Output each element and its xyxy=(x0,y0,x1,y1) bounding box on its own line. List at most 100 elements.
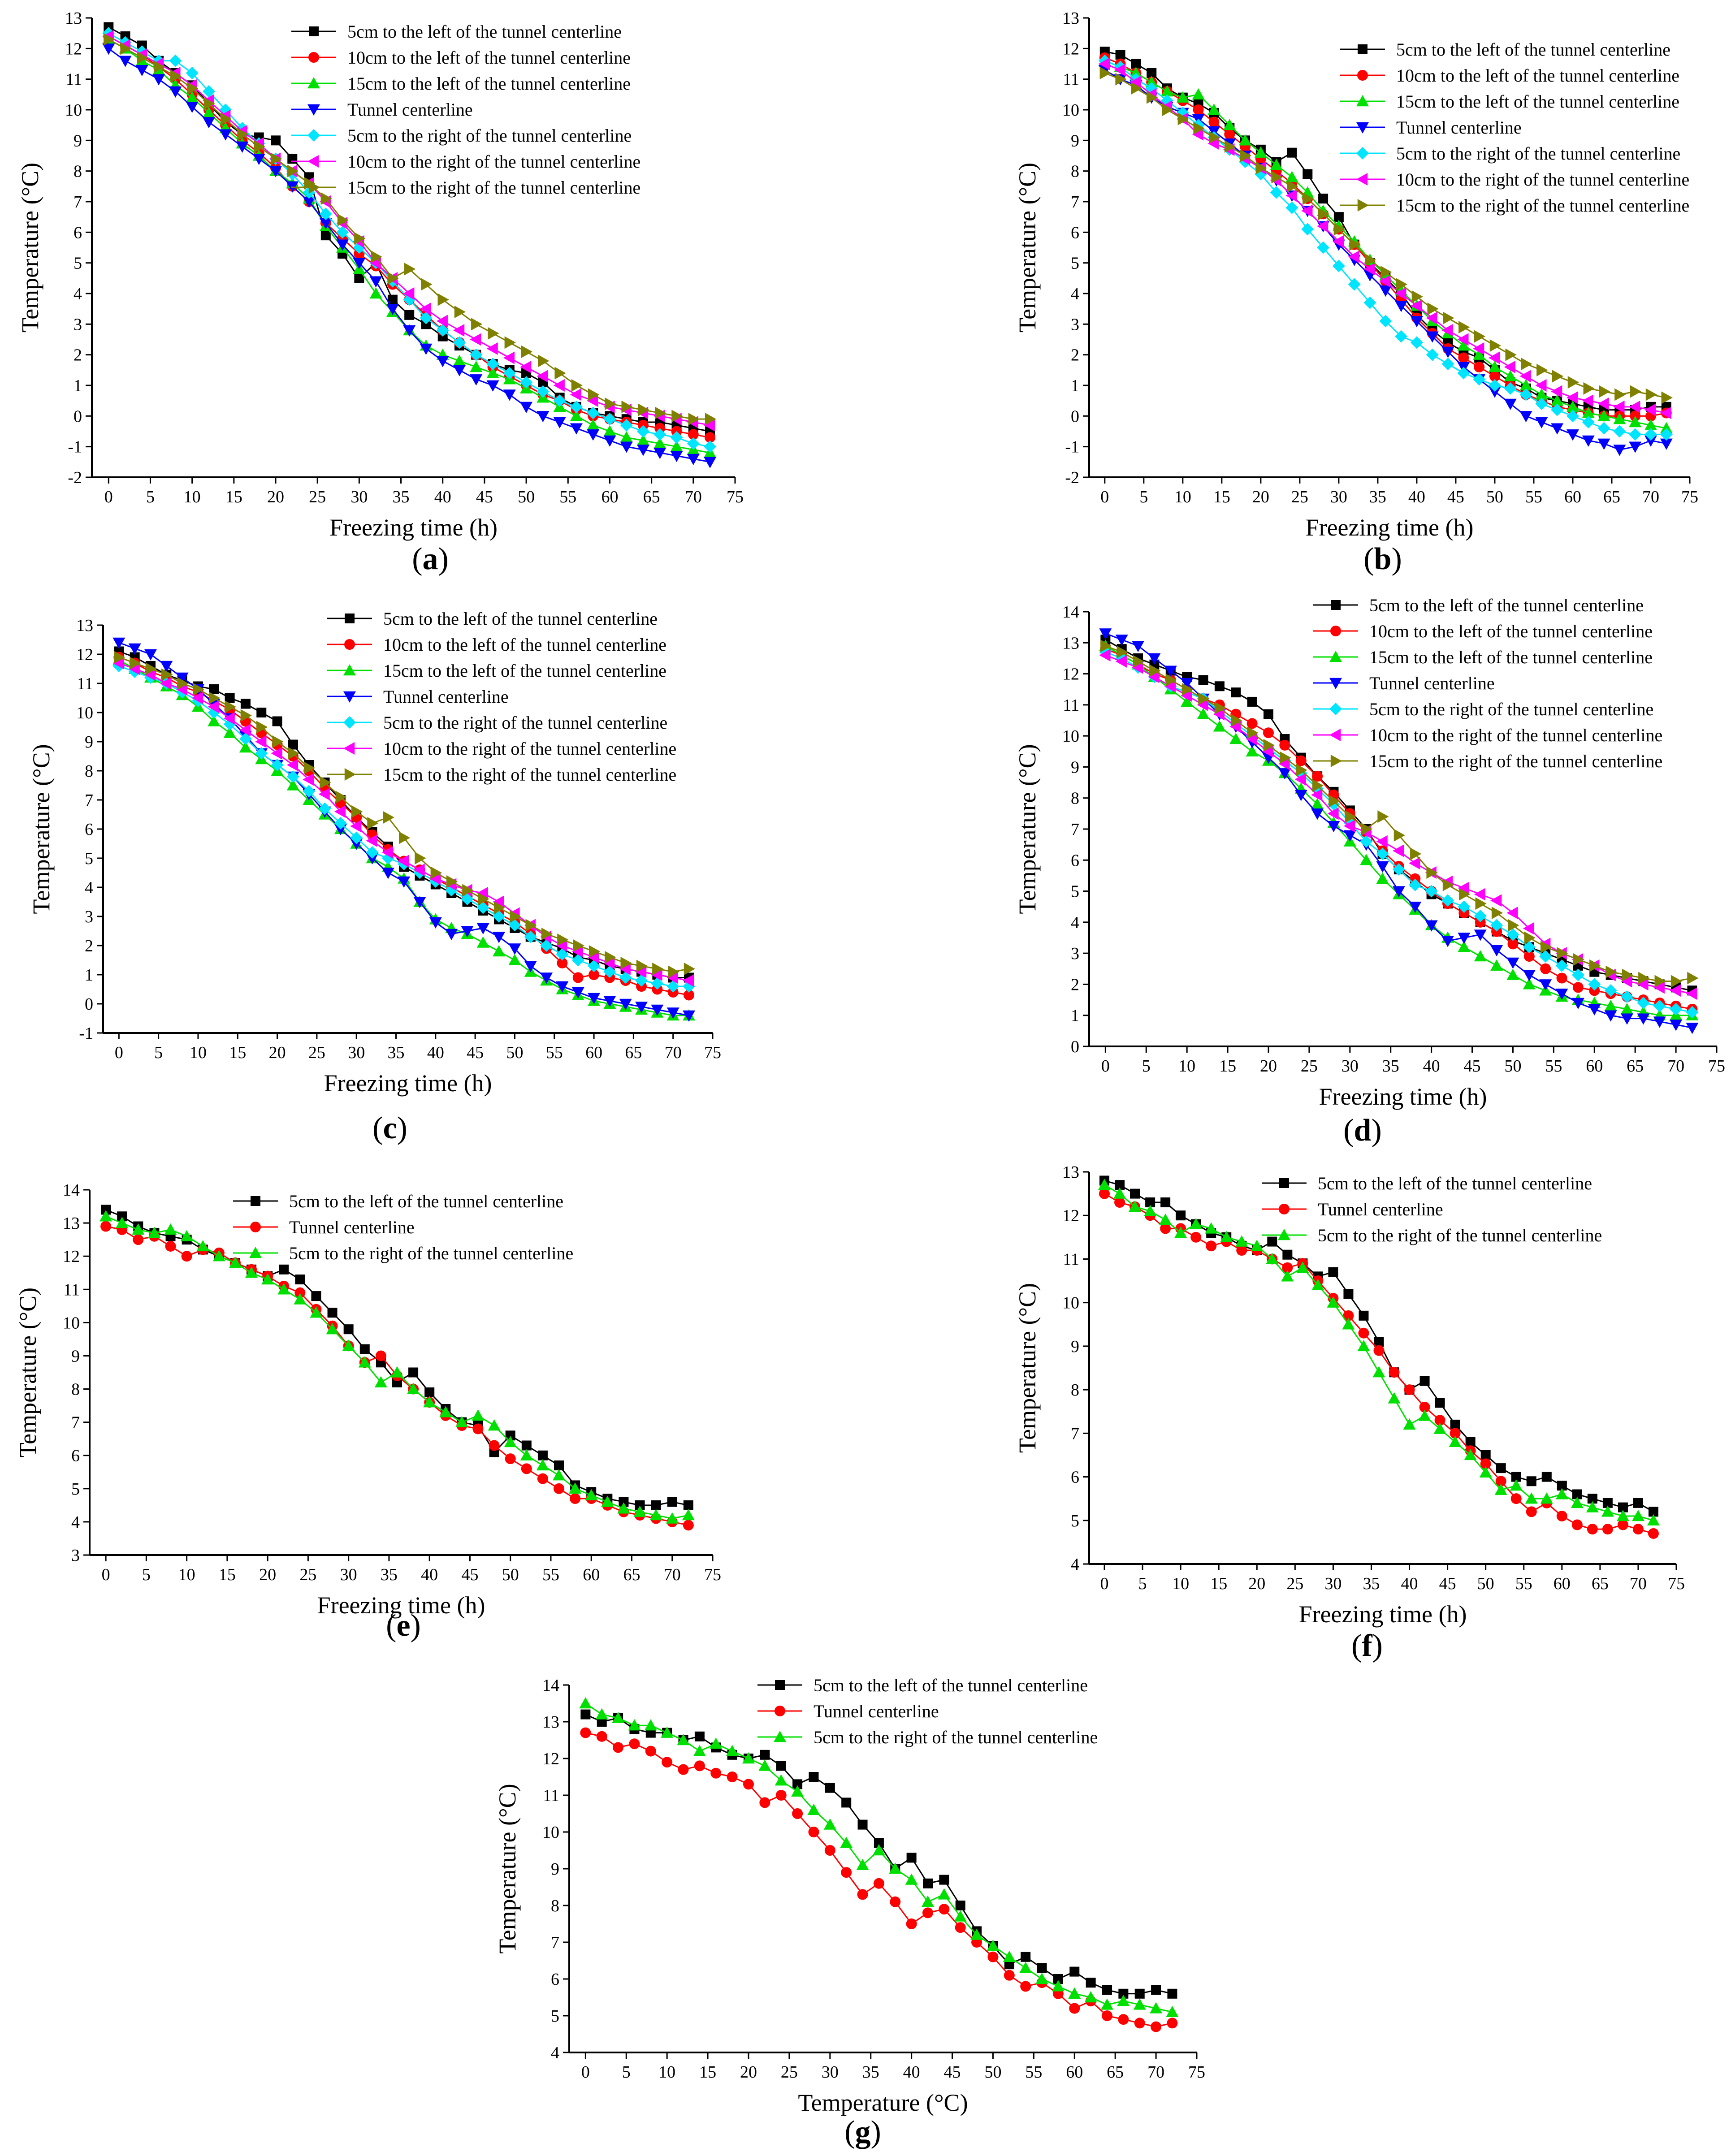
data-point xyxy=(1115,50,1125,60)
data-point xyxy=(390,1366,403,1378)
data-point xyxy=(1301,204,1313,217)
data-point xyxy=(776,1761,786,1771)
x-tick-label: 70 xyxy=(1630,1574,1647,1593)
data-point xyxy=(1490,945,1503,957)
data-point xyxy=(1165,674,1177,687)
data-point xyxy=(1312,771,1323,782)
data-point xyxy=(684,989,695,1001)
data-point xyxy=(116,1217,129,1228)
data-point xyxy=(1361,823,1373,835)
data-point xyxy=(1294,773,1306,786)
data-point xyxy=(366,853,379,864)
data-point xyxy=(1457,367,1470,380)
x-tick-label: 15 xyxy=(699,2063,716,2082)
data-point xyxy=(503,351,515,364)
y-tick-label: 14 xyxy=(1062,603,1079,622)
data-point xyxy=(1541,1472,1552,1482)
data-point xyxy=(571,945,583,958)
data-point xyxy=(1505,348,1517,361)
data-point xyxy=(1229,720,1241,733)
data-point xyxy=(1102,1985,1112,1995)
data-point xyxy=(1395,301,1408,312)
data-point xyxy=(493,932,506,943)
data-point xyxy=(1207,137,1219,150)
data-point xyxy=(874,1838,884,1848)
data-point xyxy=(587,429,600,441)
y-tick-label: 7 xyxy=(71,1413,80,1432)
data-point xyxy=(1637,997,1650,1009)
data-point xyxy=(236,141,249,153)
data-point xyxy=(1434,1415,1445,1426)
data-point xyxy=(1582,435,1595,447)
data-point xyxy=(1409,902,1422,913)
y-tick-label: 8 xyxy=(71,1380,80,1399)
data-point xyxy=(1117,1995,1130,2006)
series-line xyxy=(585,1702,1173,2013)
data-point xyxy=(556,948,569,961)
data-point xyxy=(334,817,347,830)
data-point xyxy=(223,712,235,725)
data-point xyxy=(476,923,489,934)
data-point xyxy=(1419,1402,1430,1413)
data-point xyxy=(470,374,483,386)
x-tick-label: 45 xyxy=(1439,1574,1456,1593)
data-point xyxy=(644,1719,657,1731)
legend-label: 15cm to the right of the tunnel centerli… xyxy=(1396,195,1689,216)
legend-label: 15cm to the left of the tunnel centerlin… xyxy=(1369,647,1653,667)
data-point xyxy=(493,910,506,923)
data-point xyxy=(1359,1310,1369,1321)
legend-label: 5cm to the left of the tunnel centerline xyxy=(814,1675,1088,1695)
data-point xyxy=(653,437,666,449)
chart-panel-f: 0 5 10 15 20 25 30 35 40 45 50 55 60 65 70 754567891011… xyxy=(1014,1163,1685,1663)
data-point xyxy=(570,423,583,435)
x-tick-label: 45 xyxy=(1447,488,1464,506)
data-point xyxy=(504,1436,517,1447)
data-point xyxy=(1480,1450,1491,1460)
data-point xyxy=(557,958,568,968)
data-point xyxy=(1582,394,1593,407)
x-tick-label: 55 xyxy=(1545,1057,1562,1076)
data-point xyxy=(1644,435,1657,447)
data-point xyxy=(130,657,141,670)
data-point xyxy=(1586,1501,1599,1512)
chart-panel-g: 0 5 10 15 20 25 30 35 40 45 50 55 60 65 70 754567891011… xyxy=(494,1675,1205,2149)
data-point xyxy=(1376,847,1389,860)
x-tick-label: 15 xyxy=(1210,1574,1227,1593)
data-point xyxy=(1629,416,1642,428)
legend: 5cm to the left of the tunnel centerline… xyxy=(1313,595,1662,771)
data-point xyxy=(144,668,156,681)
series-line xyxy=(118,657,689,996)
data-point xyxy=(1343,1289,1354,1299)
y-tick-label: 2 xyxy=(1071,346,1079,365)
data-point xyxy=(1644,428,1657,441)
x-tick-label: 20 xyxy=(259,1565,276,1584)
x-tick-label: 45 xyxy=(476,488,493,506)
data-point xyxy=(1129,76,1141,89)
data-point xyxy=(1488,379,1501,392)
data-point xyxy=(1100,639,1112,652)
y-tick-label: 13 xyxy=(1062,1163,1079,1182)
data-point xyxy=(726,1745,739,1756)
data-point xyxy=(1379,275,1391,288)
data-point xyxy=(1571,1519,1583,1530)
data-point xyxy=(628,1719,641,1731)
data-point xyxy=(1573,953,1584,966)
data-point xyxy=(161,668,173,681)
x-tick-label: 35 xyxy=(1369,488,1386,506)
y-axis-label: Temperature (°C) xyxy=(28,744,55,914)
x-tick-label: 60 xyxy=(583,1565,600,1584)
data-point xyxy=(541,928,553,940)
data-point xyxy=(671,410,683,423)
data-point xyxy=(710,1767,722,1779)
data-point xyxy=(1458,881,1469,894)
data-point xyxy=(636,959,648,972)
legend-marker xyxy=(1331,600,1341,610)
y-tick-label: 7 xyxy=(1071,193,1079,212)
data-point xyxy=(1647,1514,1660,1525)
data-point xyxy=(1510,1493,1522,1504)
data-point xyxy=(1540,963,1551,974)
data-point xyxy=(1490,894,1502,907)
data-point xyxy=(857,1889,868,1900)
data-point xyxy=(1458,933,1471,944)
data-point xyxy=(579,1697,592,1709)
